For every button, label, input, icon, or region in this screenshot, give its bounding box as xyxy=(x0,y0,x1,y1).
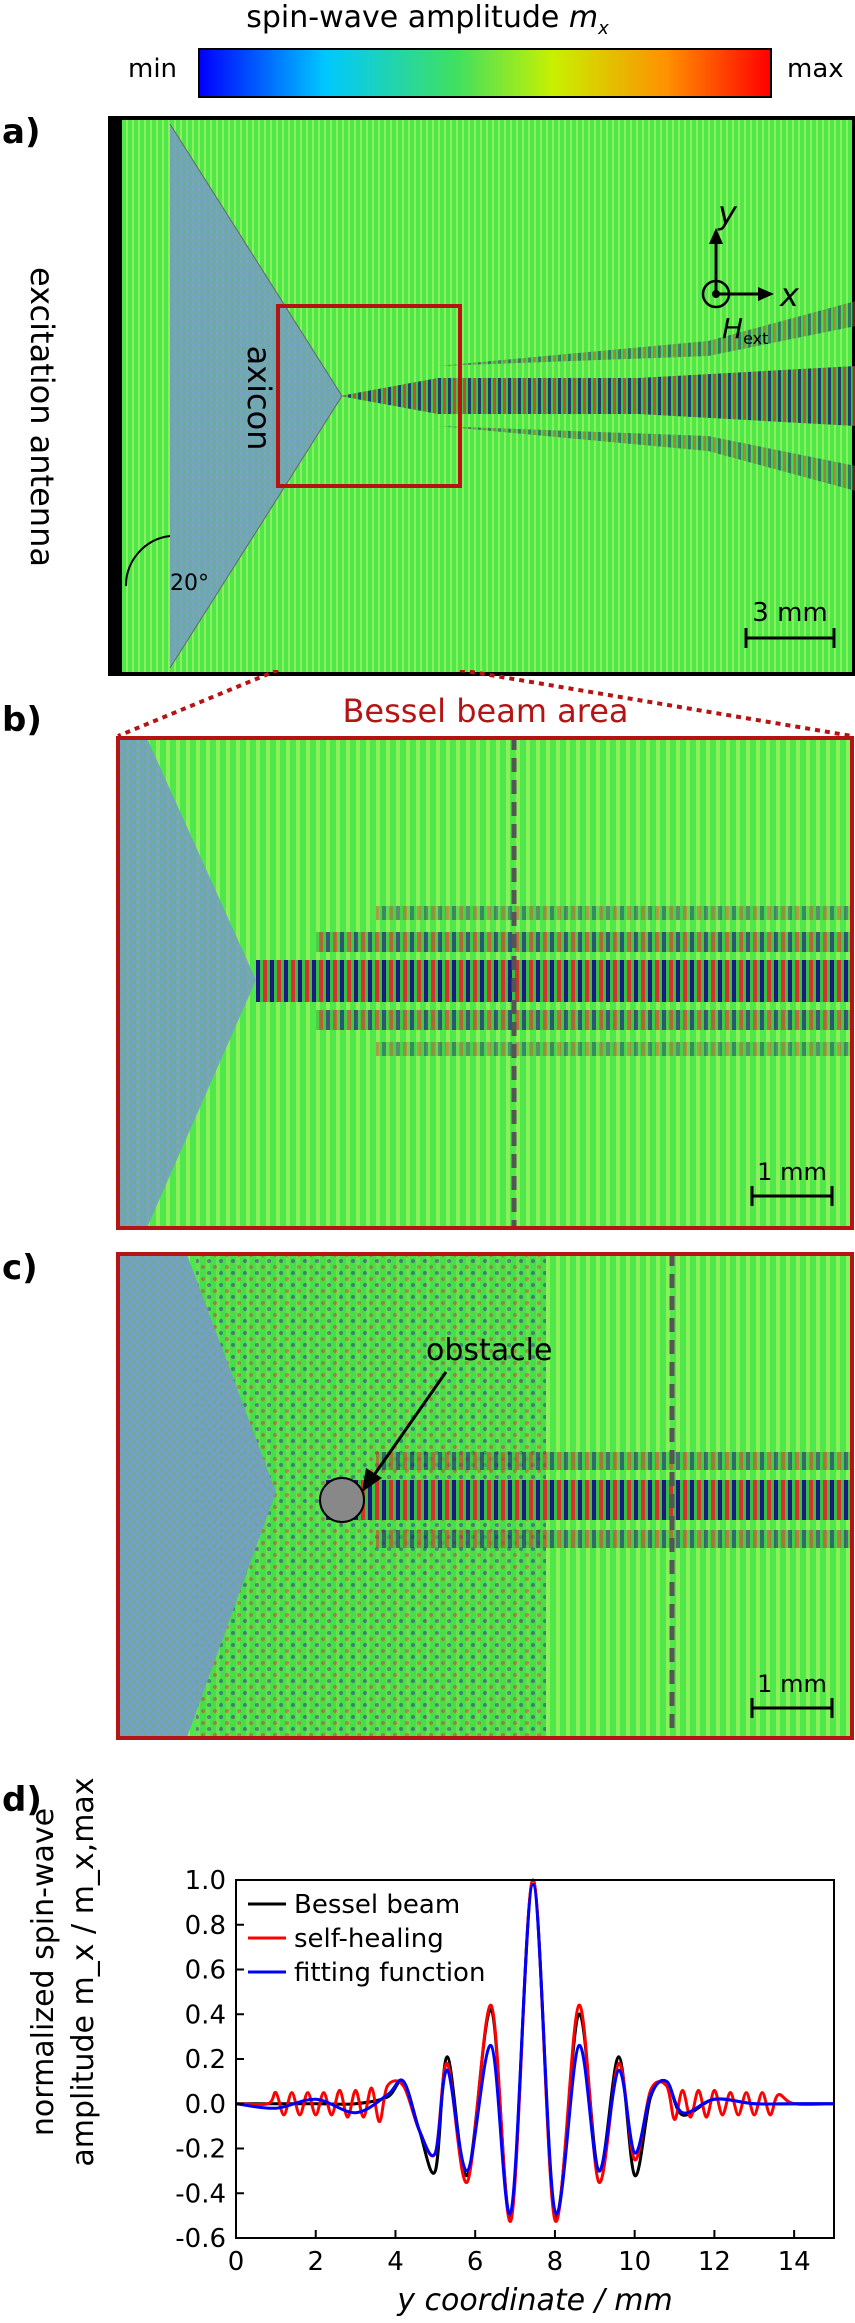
panel-b-beam-lobe-top xyxy=(316,932,854,952)
colorbar-gradient xyxy=(198,48,772,98)
panel-b-beam-lobe-bottom xyxy=(316,1010,854,1030)
axis-y-label: y xyxy=(717,194,738,232)
bessel-zoom-box xyxy=(276,304,462,488)
x-tick-label: 6 xyxy=(467,2247,484,2277)
obstacle-arrow xyxy=(370,1371,448,1479)
x-tick-label: 14 xyxy=(778,2247,811,2277)
beam-side-lobe-bottom xyxy=(438,426,855,491)
panel-b-simulation: 1 mm xyxy=(116,736,854,1230)
panel-a-simulation: axicon 20° y x Hext 3 mm xyxy=(108,116,855,676)
panel-c-scalebar-label: 1 mm xyxy=(757,1670,827,1698)
colorbar-max-label: max xyxy=(787,54,844,84)
zoom-connectors xyxy=(117,670,853,738)
angle-arc xyxy=(124,535,171,587)
axicon-prism xyxy=(170,124,342,668)
y-tick-label: 0.0 xyxy=(185,2090,226,2120)
legend-label: Bessel beam xyxy=(294,1890,460,1920)
panel-b-scalebar-label: 1 mm xyxy=(757,1158,827,1186)
panel-b-beam-lobe-top2 xyxy=(376,906,854,920)
axicon-label: axicon xyxy=(240,346,278,451)
colorbar-min-label: min xyxy=(128,54,178,84)
obstacle-label: obstacle xyxy=(426,1333,552,1368)
series-line-2 xyxy=(235,1882,834,2216)
panel-c-beam-core xyxy=(326,1480,854,1520)
panel-c-letter: c) xyxy=(2,1248,38,1288)
x-tick-label: 8 xyxy=(547,2247,564,2277)
panel-c-beam-lobe-bottom xyxy=(376,1530,854,1548)
x-tick-label: 10 xyxy=(618,2247,651,2277)
panel-b-beam-lobe-bottom2 xyxy=(376,1042,854,1056)
zoom-connector-left xyxy=(117,670,279,738)
zoom-connector-right xyxy=(459,670,853,738)
axis-y-arrowhead xyxy=(709,228,723,244)
panel-b-title: Bessel beam area xyxy=(342,692,629,730)
panel-c-border xyxy=(116,1252,854,1740)
obstacle-disc xyxy=(319,1477,365,1523)
legend-label: fitting function xyxy=(294,1958,485,1988)
chart-ylabel: normalized spin-wave amplitude m_x / m_x… xyxy=(24,1762,124,2182)
y-tick-label: 1.0 xyxy=(185,1866,226,1896)
chart-ylabel-line2: amplitude m_x / m_x,max xyxy=(66,1777,101,2167)
excitation-antenna xyxy=(108,118,122,674)
colorbar-title-sub: x xyxy=(598,18,609,39)
panel-b-letter: b) xyxy=(2,700,42,740)
y-tick-label: 0.4 xyxy=(185,2000,226,2030)
panel-a-antenna-label: excitation antenna xyxy=(23,267,61,567)
axicon-edge-bottom xyxy=(169,395,343,669)
obstacle-arrowhead xyxy=(362,1468,382,1492)
y-tick-label: 0.6 xyxy=(185,1956,226,1986)
beam-side-lobe-top xyxy=(438,301,855,366)
y-tick-label: -0.4 xyxy=(175,2179,226,2209)
colorbar-title-var: m xyxy=(568,0,599,35)
panel-c-beam-lobe-top xyxy=(376,1452,854,1470)
field-out-of-plane-icon xyxy=(701,279,731,309)
panel-b-border xyxy=(116,736,854,1230)
angle-label: 20° xyxy=(170,571,209,596)
axicon-edge-top xyxy=(169,123,343,397)
panel-d-letter: d) xyxy=(2,1780,42,1820)
field-label: Hext xyxy=(722,312,768,348)
x-tick-label: 4 xyxy=(387,2247,404,2277)
x-tick-label: 0 xyxy=(228,2247,245,2277)
bessel-beam-a xyxy=(340,366,855,426)
legend-label: self-healing xyxy=(294,1924,444,1954)
axis-x-label: x xyxy=(779,276,800,314)
colorbar-title: spin-wave amplitude mx xyxy=(0,0,855,47)
y-tick-label: -0.2 xyxy=(175,2135,226,2165)
field-label-main: H xyxy=(722,312,743,345)
chart-ylabel-line1: normalized spin-wave xyxy=(26,1807,61,2137)
panel-a-scalebar-label: 3 mm xyxy=(752,598,827,628)
panel-a-letter: a) xyxy=(2,112,41,152)
x-tick-label: 12 xyxy=(698,2247,731,2277)
panel-b-axicon xyxy=(116,736,256,1230)
chart-xlabel: y coordinate / mm xyxy=(396,2283,672,2318)
y-tick-label: 0.8 xyxy=(185,1911,226,1941)
axis-x-arrowhead xyxy=(758,287,774,301)
field-label-sub: ext xyxy=(743,329,768,348)
y-tick-label: -0.6 xyxy=(175,2224,226,2254)
panel-c-simulation: obstacle 1 mm xyxy=(116,1252,854,1740)
field-dot-icon xyxy=(712,290,720,298)
panel-c-axicon xyxy=(116,1252,276,1740)
colorbar-title-text: spin-wave amplitude xyxy=(246,0,560,35)
x-tick-label: 2 xyxy=(307,2247,324,2277)
panel-b-beam-core xyxy=(256,960,854,1002)
y-tick-label: 0.2 xyxy=(185,2045,226,2075)
